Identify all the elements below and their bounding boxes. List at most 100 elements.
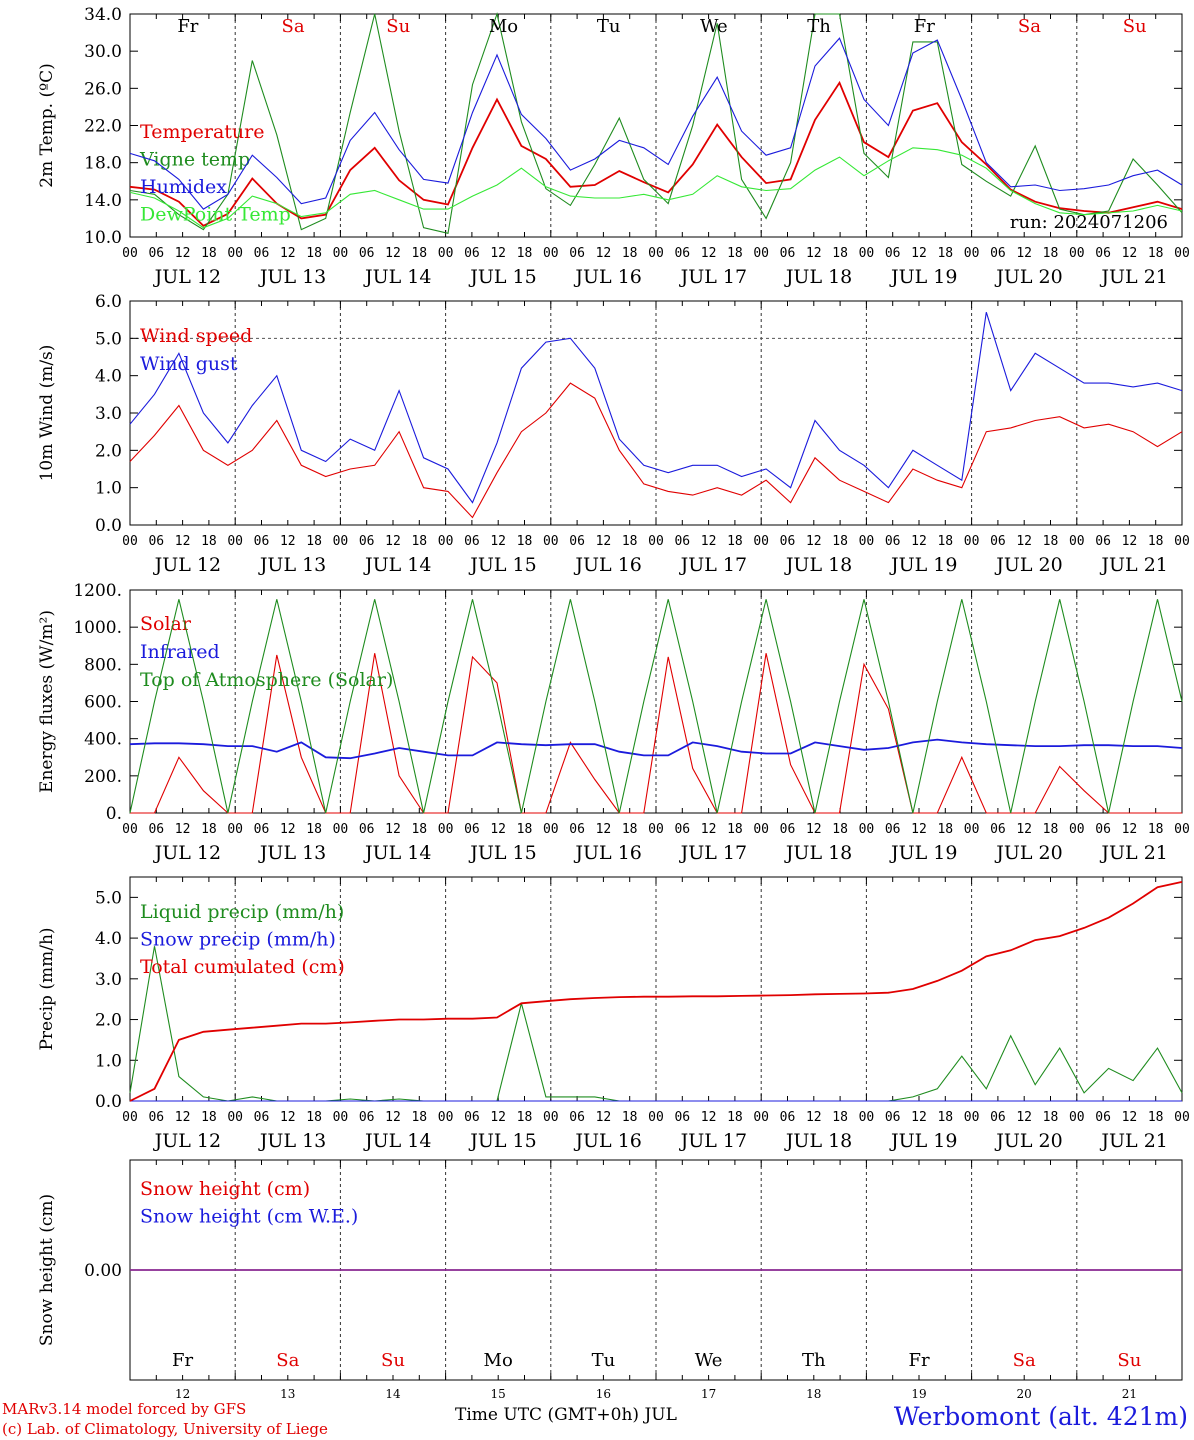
date-label: JUL 16 xyxy=(573,554,641,576)
x-tick-label: 12 xyxy=(385,246,401,261)
legend-entry: Liquid precip (mm/h) xyxy=(140,901,344,923)
y-axis-label: Snow height (cm) xyxy=(37,1194,57,1346)
date-label: JUL 13 xyxy=(258,554,326,576)
x-tick-label: 18 xyxy=(832,1110,848,1125)
x-tick-label: 06 xyxy=(254,246,270,261)
series-line xyxy=(129,382,1183,519)
y-tick-label: 3.0 xyxy=(95,970,122,990)
x-tick-label: 06 xyxy=(569,1110,585,1125)
y-tick-label: 0. xyxy=(106,804,122,824)
x-tick-label: 18 xyxy=(411,246,427,261)
date-label: JUL 12 xyxy=(153,266,221,288)
date-label: JUL 21 xyxy=(1099,1130,1167,1152)
y-tick-label: 5.0 xyxy=(95,888,122,908)
x-tick-label: 18 xyxy=(937,1110,953,1125)
x-tick-label: 00 xyxy=(648,822,664,837)
date-label: JUL 14 xyxy=(363,842,431,864)
x-tick-label: 18 xyxy=(201,1110,217,1125)
x-tick-label: 12 xyxy=(280,1110,296,1125)
date-label: JUL 16 xyxy=(573,266,641,288)
x-tick-label: 06 xyxy=(359,822,375,837)
x-tick-label: 12 xyxy=(1122,1110,1138,1125)
y-tick-label: 0.0 xyxy=(95,516,122,536)
x-tick-label: 06 xyxy=(885,1110,901,1125)
x-tick-label: 00 xyxy=(333,1110,349,1125)
day-name-label: We xyxy=(700,16,728,37)
x-tick-label: 12 xyxy=(596,822,612,837)
x-tick-label: 06 xyxy=(464,534,480,549)
x-tick-label: 18 xyxy=(1148,246,1164,261)
x-tick-label: 06 xyxy=(464,1110,480,1125)
x-tick-label: 06 xyxy=(254,534,270,549)
x-tick-label: 00 xyxy=(122,822,138,837)
x-tick-label: 06 xyxy=(885,822,901,837)
x-tick-label: 00 xyxy=(1069,246,1085,261)
y-tick-label: 26.0 xyxy=(84,79,122,99)
day-name-label: Su xyxy=(1117,1350,1141,1371)
y-axis-label: Energy fluxes (W/m²) xyxy=(37,610,57,793)
x-tick-label: 18 xyxy=(1148,822,1164,837)
date-label: JUL 19 xyxy=(889,266,957,288)
y-tick-label: 14.0 xyxy=(84,191,122,211)
x-tick-label: 12 xyxy=(280,534,296,549)
date-label: JUL 17 xyxy=(679,1130,747,1152)
x-tick-label: 06 xyxy=(254,1110,270,1125)
day-number-label: 16 xyxy=(596,1387,611,1401)
x-tick-label: 18 xyxy=(622,534,638,549)
date-label: JUL 16 xyxy=(573,842,641,864)
series-line xyxy=(129,599,1183,814)
y-tick-label: 6.0 xyxy=(95,292,122,312)
x-tick-label: 12 xyxy=(490,822,506,837)
x-tick-label: 12 xyxy=(911,822,927,837)
x-tick-label: 12 xyxy=(701,534,717,549)
x-tick-label: 18 xyxy=(832,246,848,261)
series-line xyxy=(130,653,1182,814)
x-tick-label: 00 xyxy=(859,534,875,549)
legend-entry: Wind speed xyxy=(140,325,252,347)
date-label: JUL 13 xyxy=(258,1130,326,1152)
x-tick-label: 06 xyxy=(674,1110,690,1125)
x-tick-label: 18 xyxy=(622,822,638,837)
x-tick-label: 00 xyxy=(333,534,349,549)
day-name-label: Tu xyxy=(592,1350,616,1371)
x-tick-label: 12 xyxy=(1016,246,1032,261)
x-tick-label: 00 xyxy=(859,246,875,261)
y-tick-label: 1.0 xyxy=(95,479,122,499)
x-tick-label: 00 xyxy=(964,822,980,837)
x-tick-label: 06 xyxy=(780,822,796,837)
x-tick-label: 00 xyxy=(227,1110,243,1125)
x-tick-label: 18 xyxy=(727,246,743,261)
day-name-label: Su xyxy=(381,1350,405,1371)
x-tick-label: 06 xyxy=(148,534,164,549)
date-label: JUL 20 xyxy=(994,842,1062,864)
legend-entry: Temperature xyxy=(140,121,264,143)
date-label: JUL 13 xyxy=(258,266,326,288)
date-label: JUL 15 xyxy=(468,266,536,288)
legend-entry: Solar xyxy=(140,613,192,635)
day-name-label: Th xyxy=(807,16,831,37)
y-tick-label: 600. xyxy=(84,693,122,713)
day-name-label: Mo xyxy=(484,1350,513,1371)
y-tick-label: 1.0 xyxy=(95,1051,122,1071)
legend-entry: Humidex xyxy=(140,176,227,198)
x-tick-label: 18 xyxy=(1043,246,1059,261)
x-tick-label: 06 xyxy=(359,534,375,549)
x-tick-label: 06 xyxy=(1095,1110,1111,1125)
day-number-label: 18 xyxy=(806,1387,821,1401)
x-tick-label: 00 xyxy=(543,246,559,261)
day-name-label: Su xyxy=(1123,16,1147,37)
x-tick-label: 00 xyxy=(122,246,138,261)
x-tick-label: 12 xyxy=(1016,1110,1032,1125)
x-tick-label: 12 xyxy=(1016,534,1032,549)
x-tick-label: 00 xyxy=(543,822,559,837)
x-tick-label: 06 xyxy=(674,822,690,837)
day-name-label: Sa xyxy=(282,16,305,37)
x-tick-label: 12 xyxy=(175,822,191,837)
x-tick-label: 12 xyxy=(806,534,822,549)
x-tick-label: 18 xyxy=(517,246,533,261)
x-tick-label: 06 xyxy=(990,246,1006,261)
x-tick-label: 00 xyxy=(438,246,454,261)
x-tick-label: 00 xyxy=(648,1110,664,1125)
x-tick-label: 12 xyxy=(911,534,927,549)
